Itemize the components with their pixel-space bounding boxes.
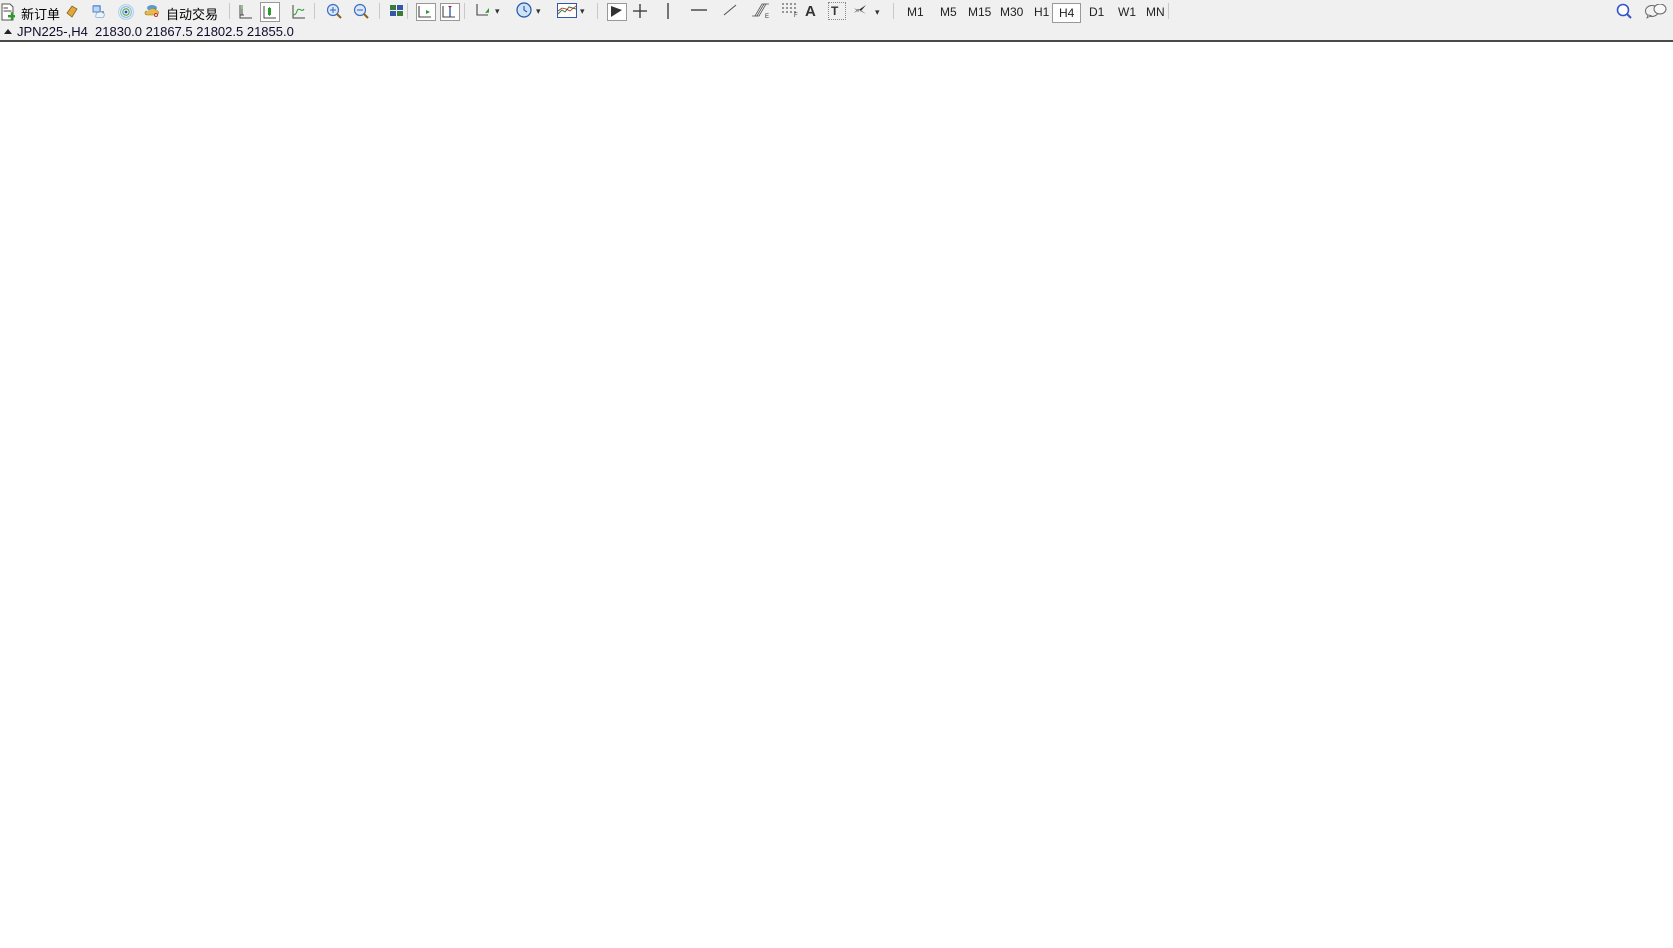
svg-text:F: F (794, 13, 798, 17)
svg-text:T: T (831, 4, 839, 18)
svg-text:E: E (765, 14, 769, 18)
